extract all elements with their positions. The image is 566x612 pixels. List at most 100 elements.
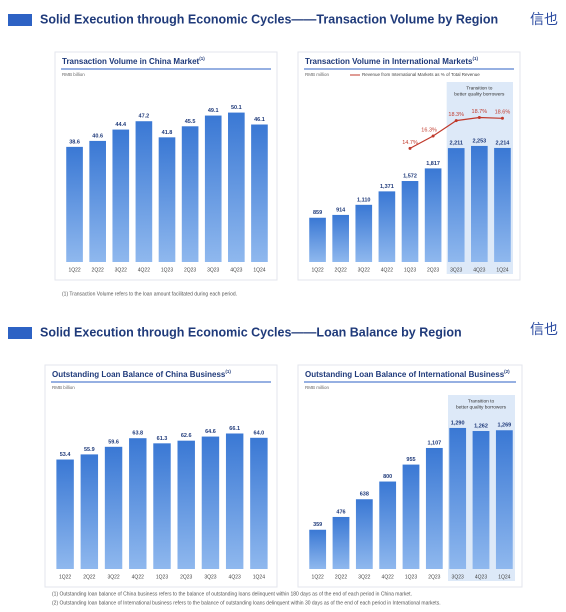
bar	[424, 168, 442, 262]
bar	[112, 129, 130, 262]
unit-label: RMB billion	[52, 385, 75, 390]
x-tick-label: 3Q23	[452, 574, 464, 580]
data-label: 2,253	[472, 138, 486, 144]
chart-title-note: (1)	[199, 56, 205, 61]
legend-label: Revenue from International Markets as % …	[362, 72, 480, 77]
line-point	[477, 116, 481, 119]
data-label: 53.4	[60, 452, 72, 458]
bar	[495, 430, 513, 569]
data-label: 1,262	[474, 423, 488, 429]
bar	[251, 124, 268, 262]
data-label: 66.1	[229, 426, 240, 432]
bar	[401, 181, 419, 262]
bar	[309, 529, 327, 569]
chart-title-text: Transaction Volume in China Market	[62, 57, 200, 66]
bar	[309, 217, 326, 262]
bar	[201, 436, 220, 569]
annotation: Transition to	[468, 398, 495, 404]
footnote: (1) Outstanding loan balance of China bu…	[52, 591, 412, 597]
x-tick-label: 1Q24	[496, 267, 508, 273]
data-label: 18.6%	[495, 110, 511, 116]
data-label: 44.4	[115, 122, 127, 128]
x-tick-label: 2Q23	[180, 574, 192, 580]
footnote: (1) Transaction Volume refers to the loa…	[62, 291, 237, 297]
x-tick-label: 3Q22	[358, 574, 370, 580]
x-tick-label: 1Q22	[311, 267, 323, 273]
bar	[378, 191, 396, 262]
data-label: 638	[360, 492, 369, 498]
data-label: 955	[406, 457, 415, 463]
data-label: 18.3%	[448, 112, 464, 118]
x-tick-label: 2Q23	[184, 267, 196, 273]
data-label: 18.7%	[472, 109, 488, 115]
bar	[225, 433, 244, 569]
x-tick-label: 2Q22	[335, 574, 347, 580]
data-label: 2,211	[449, 141, 462, 147]
bar	[177, 440, 195, 569]
bar	[158, 137, 176, 262]
data-label: 359	[313, 522, 322, 528]
unit-label: RMB million	[305, 385, 330, 390]
header-marker	[8, 14, 32, 26]
data-label: 1,817	[426, 161, 440, 167]
x-tick-label: 4Q23	[229, 574, 241, 580]
x-tick-label: 1Q24	[498, 574, 510, 580]
logo: 信也	[530, 12, 558, 28]
x-tick-label: 3Q23	[204, 574, 216, 580]
data-label: 64.0	[254, 430, 265, 436]
x-tick-label: 2Q22	[83, 574, 95, 580]
header-marker	[8, 327, 32, 339]
bar	[228, 112, 245, 262]
x-tick-label: 2Q22	[92, 267, 104, 273]
bar	[135, 121, 153, 262]
data-label: 40.6	[92, 133, 103, 139]
bar	[379, 481, 397, 569]
data-label: 2,214	[496, 140, 511, 146]
data-label: 1,371	[380, 184, 394, 190]
x-tick-label: 4Q22	[381, 267, 393, 273]
x-tick-label: 4Q22	[132, 574, 144, 580]
x-tick-label: 1Q22	[59, 574, 71, 580]
bar	[425, 447, 443, 569]
bar	[250, 437, 268, 569]
x-tick-label: 4Q22	[138, 267, 150, 273]
bar	[204, 115, 222, 262]
bar	[355, 204, 373, 262]
data-label: 50.1	[231, 105, 242, 111]
x-tick-label: 1Q22	[68, 267, 80, 273]
annotation: better quality borrowers	[454, 91, 505, 97]
chart-title-text: Outstanding Loan Balance of Internationa…	[305, 370, 505, 379]
x-tick-label: 1Q24	[253, 267, 265, 273]
data-label: 859	[313, 210, 322, 216]
data-label: 63.8	[132, 431, 143, 437]
data-label: 41.8	[162, 130, 173, 136]
bar	[80, 454, 99, 569]
bar	[447, 148, 465, 262]
annotation: Transition to	[466, 85, 493, 91]
bar	[355, 499, 373, 569]
line-point	[500, 116, 504, 120]
chart-title-note: (1)	[225, 369, 231, 374]
chart-title-text: Outstanding Loan Balance of China Busine…	[52, 370, 226, 379]
x-tick-label: 1Q22	[312, 574, 324, 580]
logo: 信也	[530, 322, 558, 338]
bar	[129, 438, 147, 569]
bar	[472, 431, 490, 569]
data-label: 1,110	[357, 197, 370, 203]
x-tick-label: 1Q24	[253, 574, 265, 580]
data-label: 1,290	[451, 420, 465, 426]
unit-label: RMB billion	[62, 72, 85, 77]
x-tick-label: 2Q23	[428, 574, 440, 580]
data-label: 55.9	[84, 447, 95, 453]
bar	[471, 145, 488, 262]
x-tick-label: 4Q23	[475, 574, 487, 580]
bar	[56, 459, 74, 569]
bar	[181, 126, 199, 262]
line-point	[408, 146, 412, 150]
x-tick-label: 3Q23	[207, 267, 219, 273]
data-label: 1,107	[427, 440, 441, 446]
chart-title: Transaction Volume in China Market(1)	[62, 56, 205, 66]
data-label: 16.3%	[421, 127, 437, 133]
x-tick-label: 3Q22	[115, 267, 127, 273]
